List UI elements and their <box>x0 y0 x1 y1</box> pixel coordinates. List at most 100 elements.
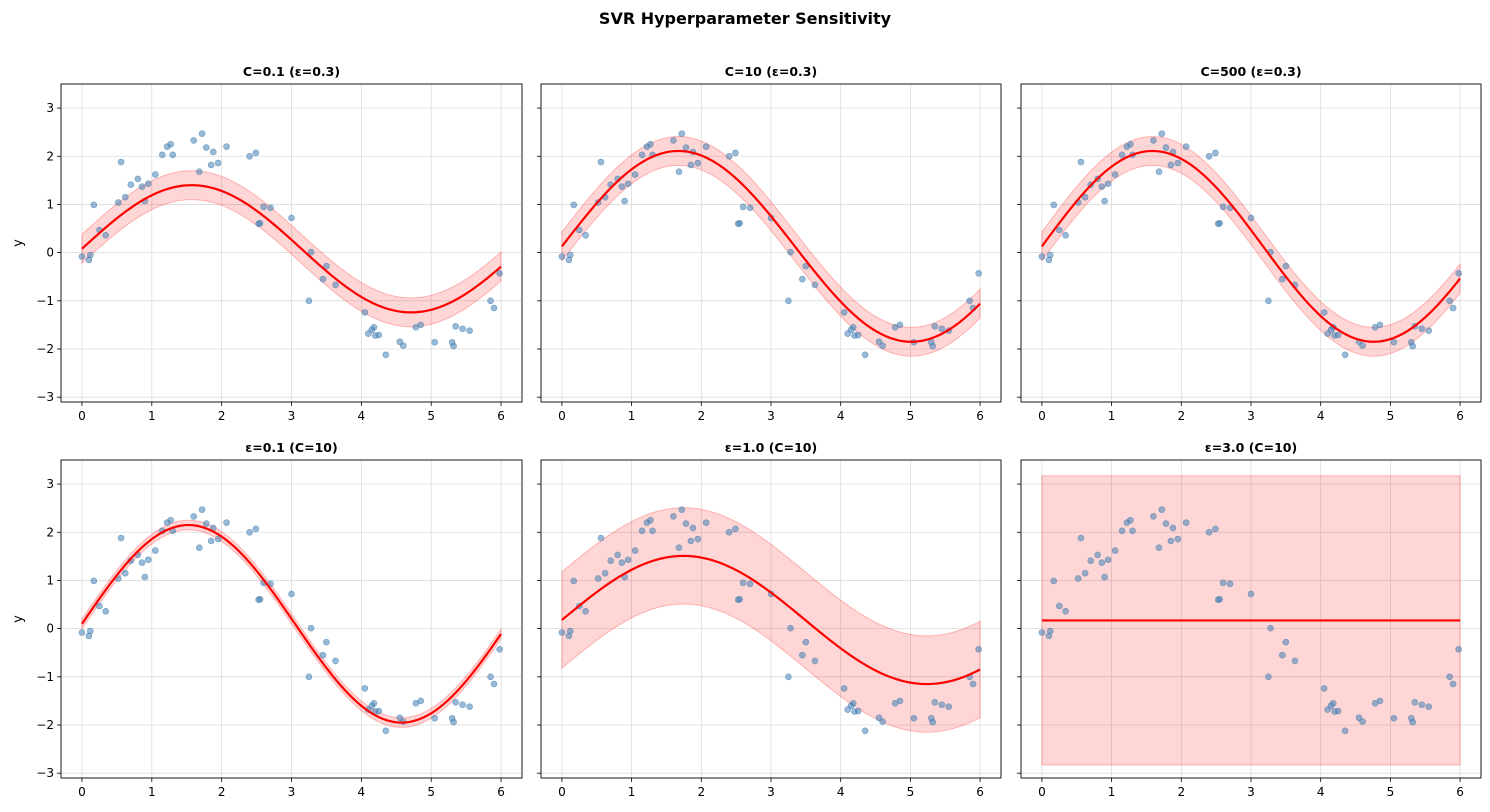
data-point <box>896 321 904 329</box>
data-point <box>1118 151 1126 159</box>
data-point <box>1265 297 1272 305</box>
data-point <box>1376 697 1384 705</box>
y-tick-label: −2 <box>36 718 54 732</box>
data-point <box>223 519 230 526</box>
data-point <box>1341 727 1349 735</box>
data-point <box>1118 527 1126 535</box>
x-tick-label: 1 <box>1108 409 1116 423</box>
data-point <box>1101 573 1108 581</box>
data-point <box>1205 528 1213 536</box>
x-tick-label: 2 <box>1177 409 1185 423</box>
data-point <box>323 638 330 646</box>
x-tick-label: 5 <box>1387 785 1395 799</box>
data-point <box>417 321 425 329</box>
data-point <box>702 143 710 150</box>
data-point <box>746 204 754 212</box>
data-point <box>601 569 609 577</box>
data-point <box>459 701 466 709</box>
data-point <box>938 325 946 333</box>
svr-fit-line <box>81 184 502 314</box>
data-point <box>1409 342 1416 350</box>
data-point <box>746 580 754 588</box>
data-point <box>1247 590 1255 598</box>
data-point <box>849 700 857 707</box>
data-point <box>375 331 383 339</box>
data-point <box>570 201 578 209</box>
x-tick-label: 0 <box>78 409 86 423</box>
data-point <box>370 700 378 707</box>
data-point <box>1050 577 1058 585</box>
data-point <box>399 342 407 349</box>
x-tick-label: 2 <box>1177 785 1185 799</box>
svr-fit-line <box>561 149 981 343</box>
data-point <box>1127 140 1134 148</box>
data-point <box>597 158 605 166</box>
y-tick-label: 0 <box>46 246 54 260</box>
data-point <box>114 199 122 206</box>
data-point <box>141 573 149 581</box>
x-tick-label: 6 <box>497 785 505 799</box>
epsilon-tube <box>81 170 502 328</box>
subplot-3: 0 1 2 3 4 5 6 C=500 (ε=0.3) <box>1017 64 1482 423</box>
data-point <box>1050 201 1058 209</box>
data-point <box>1425 703 1433 710</box>
data-point <box>649 527 656 535</box>
data-point <box>861 727 869 735</box>
data-point <box>1155 168 1163 175</box>
data-point <box>1418 325 1426 333</box>
data-point <box>1081 569 1089 577</box>
data-point <box>323 262 330 270</box>
data-point <box>361 309 369 316</box>
data-point <box>1320 685 1328 692</box>
data-point <box>931 699 939 706</box>
data-point <box>87 627 94 635</box>
data-point <box>1455 270 1462 277</box>
data-point <box>1087 557 1094 565</box>
data-point <box>566 627 574 635</box>
data-point <box>305 673 313 681</box>
x-tick-label: 0 <box>1038 409 1046 423</box>
data-point <box>624 556 632 564</box>
data-point <box>307 624 315 632</box>
data-point <box>787 248 794 256</box>
y-axis-label: y <box>11 239 26 247</box>
x-tick-label: 5 <box>907 409 915 423</box>
data-point <box>618 559 626 566</box>
data-point <box>361 685 369 692</box>
x-tick-label: 2 <box>697 409 705 423</box>
data-point <box>431 714 438 722</box>
data-point <box>675 168 683 175</box>
data-point <box>117 534 125 542</box>
data-point <box>1376 321 1384 329</box>
data-point <box>1155 544 1163 551</box>
epsilon-tube <box>561 136 981 357</box>
data-point <box>196 544 203 551</box>
data-point <box>1111 547 1119 554</box>
data-point <box>558 629 566 636</box>
data-point <box>694 159 702 167</box>
data-point <box>466 327 473 334</box>
data-point <box>256 595 264 603</box>
data-point <box>1167 161 1175 169</box>
data-point <box>319 275 327 283</box>
data-point <box>624 180 632 188</box>
data-point <box>566 251 574 259</box>
data-point <box>256 219 264 227</box>
data-point <box>459 325 466 333</box>
x-tick-label: 0 <box>1038 785 1046 799</box>
svr-fit-line <box>81 523 502 724</box>
subplot-4: 0 1 2 3 4 5 6 −3 −2 −1 0 1 2 3 ε=0.1 (C=10) y <box>11 440 523 799</box>
subplot-2: 0 1 2 3 4 5 6 C=10 (ε=0.3) <box>537 64 1002 423</box>
data-point <box>1150 137 1157 144</box>
data-point <box>910 714 918 722</box>
data-point <box>138 183 146 190</box>
data-point <box>1265 673 1272 681</box>
y-tick-label: 3 <box>46 101 54 115</box>
data-point <box>1359 718 1366 725</box>
data-point <box>138 559 146 566</box>
subplot-1: 0 1 2 3 4 5 6 −3 −2 −1 0 1 2 3 C=0.1 (ε=0.3) y <box>11 64 523 423</box>
x-tick-label: 4 <box>358 785 366 799</box>
data-point <box>198 130 206 137</box>
data-point <box>87 251 94 259</box>
data-point <box>332 657 339 665</box>
